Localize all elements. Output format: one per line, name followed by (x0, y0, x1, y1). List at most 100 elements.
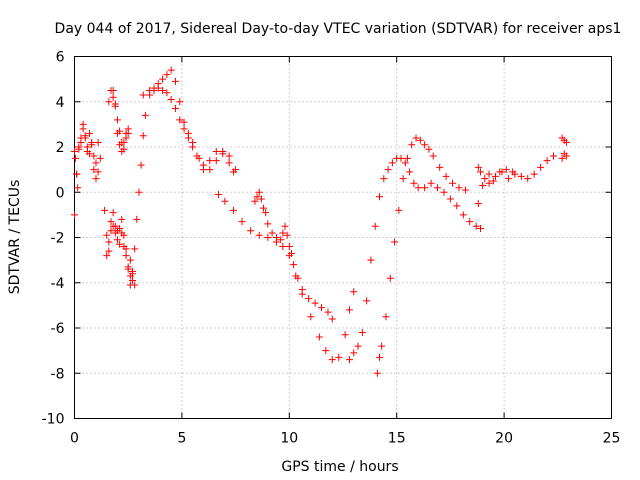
data-point (109, 222, 117, 230)
data-point (474, 200, 482, 208)
data-point (272, 234, 280, 241)
y-tick-label: -8 (51, 366, 65, 382)
data-point (90, 152, 98, 160)
data-point (550, 152, 558, 160)
data-point (287, 249, 295, 257)
data-point (212, 148, 220, 156)
data-point (167, 66, 175, 74)
data-point (341, 331, 349, 339)
data-point (167, 95, 175, 103)
series-arc-14 (474, 163, 517, 187)
data-point (446, 195, 454, 203)
data-point (154, 84, 162, 92)
data-point (268, 229, 276, 237)
data-point (408, 141, 416, 149)
data-point (247, 227, 255, 235)
data-point (77, 138, 85, 146)
data-point (509, 168, 517, 176)
data-point (279, 243, 287, 251)
data-point (176, 98, 184, 106)
data-point (103, 231, 111, 239)
series-arc-8 (139, 84, 237, 176)
data-point (159, 75, 167, 83)
data-point (481, 175, 489, 183)
data-point (403, 154, 411, 162)
data-point (251, 197, 259, 205)
grid-lines (74, 56, 612, 419)
y-tick-label: 2 (56, 140, 65, 156)
data-point (281, 222, 289, 230)
y-tick-label: 4 (56, 95, 65, 111)
data-point (492, 172, 500, 180)
data-point (113, 116, 121, 124)
data-point (479, 181, 487, 189)
data-point (496, 168, 504, 176)
data-point (358, 329, 366, 337)
data-point (107, 227, 115, 235)
data-point (255, 231, 263, 239)
data-point (94, 168, 102, 176)
data-point (255, 188, 263, 196)
data-point (427, 179, 435, 187)
data-point (421, 141, 429, 149)
data-point (378, 342, 386, 350)
data-point (116, 141, 124, 149)
data-point (388, 159, 396, 167)
data-point (81, 132, 89, 140)
x-tick-label: 10 (280, 431, 298, 447)
data-point (455, 184, 463, 192)
data-point (354, 342, 362, 350)
data-point (434, 184, 442, 192)
data-point (298, 286, 306, 294)
data-point (128, 276, 136, 284)
data-point (118, 148, 126, 156)
data-point (92, 175, 100, 183)
data-point (335, 353, 343, 361)
data-point (141, 111, 149, 119)
data-point (133, 215, 141, 223)
data-point (305, 295, 313, 303)
data-point (517, 172, 525, 180)
data-point (410, 179, 418, 187)
data-point (214, 191, 222, 199)
data-point (206, 166, 214, 174)
data-point (485, 179, 493, 187)
data-point (412, 134, 420, 142)
data-point (163, 89, 171, 97)
data-point (159, 86, 167, 94)
data-point (384, 166, 392, 174)
data-point (425, 145, 433, 153)
axis-ticks: 0 5 10 15 20 25 -10 -8 -6 -4 -2 0 2 4 6 (42, 50, 621, 447)
series-arc-6 (103, 215, 136, 278)
data-point (524, 175, 532, 183)
data-point (88, 141, 96, 149)
data-point (373, 369, 381, 377)
data-point (459, 211, 467, 219)
data-point (225, 152, 233, 160)
series-arc-13 (474, 152, 558, 208)
data-point (476, 168, 484, 176)
data-point (562, 138, 570, 146)
data-point (283, 231, 291, 239)
data-point (257, 195, 265, 203)
series-arc-7 (126, 66, 240, 289)
data-point (294, 274, 302, 282)
data-point (324, 308, 332, 316)
data-point (75, 143, 83, 151)
data-point (416, 136, 424, 144)
data-point (113, 236, 121, 244)
chart-title: Day 044 of 2017, Sidereal Day-to-day VTE… (55, 21, 622, 37)
data-point (109, 86, 117, 94)
data-point (111, 102, 119, 110)
series-arc-12 (373, 134, 469, 377)
data-point (530, 170, 538, 178)
data-point (74, 184, 82, 192)
data-point (401, 159, 409, 167)
data-point (101, 206, 109, 214)
data-point (371, 222, 379, 230)
data-point (180, 125, 188, 133)
data-point (345, 306, 353, 314)
data-point (105, 247, 113, 255)
data-point (376, 193, 384, 201)
